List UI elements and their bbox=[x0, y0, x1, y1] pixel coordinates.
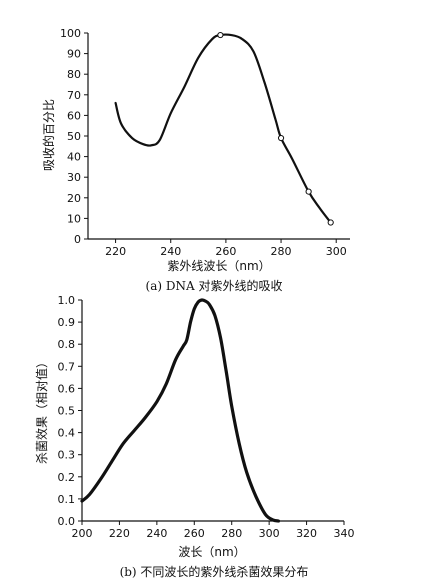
chart-b-x-tick-label: 260 bbox=[184, 527, 205, 540]
chart-a-data-point bbox=[217, 31, 224, 39]
chart-a-y-tick-label: 90 bbox=[67, 48, 81, 61]
chart-a-x-tick-label: 220 bbox=[105, 245, 126, 258]
chart-a-x-tick-label: 240 bbox=[160, 245, 181, 258]
chart-b-y-tick-label: 0.0 bbox=[58, 515, 76, 528]
chart-a-y-tick-label: 40 bbox=[67, 151, 81, 164]
chart-a-y-tick-label: 50 bbox=[67, 130, 81, 143]
chart-b-x-tick-label: 300 bbox=[259, 527, 280, 540]
chart-a-x-tick-label: 300 bbox=[326, 245, 347, 258]
chart-a-caption: (a) DNA 对紫外线的吸收 bbox=[146, 278, 283, 293]
chart-b-y-tick-label: 0.4 bbox=[58, 427, 76, 440]
chart-b-x-tick-label: 280 bbox=[221, 527, 242, 540]
chart-b-y-tick-label: 0.3 bbox=[58, 449, 76, 462]
chart-b-x-tick-label: 340 bbox=[334, 527, 355, 540]
chart-b-x-tick-label: 200 bbox=[72, 527, 93, 540]
chart-a-x-tick-label: 260 bbox=[215, 245, 236, 258]
chart-a: 紫外线波长（nm） 吸收的百分比 (a) DNA 对紫外线的吸收 0 10 20 30… bbox=[41, 27, 350, 293]
chart-a-data-point bbox=[277, 134, 285, 142]
chart-b-x-tick-label: 320 bbox=[296, 527, 317, 540]
chart-a-y-tick-label: 20 bbox=[67, 192, 81, 205]
chart-b-y-tick-label: 0.6 bbox=[58, 382, 76, 395]
chart-b-ylabel: 杀菌效果（相对值） bbox=[34, 356, 49, 464]
chart-b-series-line bbox=[80, 298, 281, 523]
chart-a-y-tick-label: 10 bbox=[67, 212, 81, 225]
chart-a-data-point bbox=[327, 219, 334, 226]
chart-b-y-tick-label: 0.8 bbox=[58, 338, 76, 351]
chart-a-y-tick-label: 100 bbox=[60, 27, 81, 40]
chart-b-x-tick-label: 220 bbox=[109, 527, 130, 540]
chart-a-ylabel: 吸收的百分比 bbox=[41, 99, 56, 171]
chart-b-x-tick-label: 240 bbox=[146, 527, 167, 540]
chart-a-xlabel: 紫外线波长（nm） bbox=[167, 259, 270, 273]
chart-a-y-tick-label: 80 bbox=[67, 68, 81, 81]
chart-b-y-tick-label: 0.1 bbox=[58, 493, 76, 506]
chart-a-y-tick-label: 30 bbox=[67, 171, 81, 184]
chart-a-data-point bbox=[305, 188, 312, 195]
chart-b-caption: (b) 不同波长的紫外线杀菌效果分布 bbox=[120, 564, 309, 579]
chart-b-y-tick-label: 0.9 bbox=[58, 316, 76, 329]
chart-a-x-tick-label: 280 bbox=[271, 245, 292, 258]
chart-a-y-tick-label: 70 bbox=[67, 89, 81, 102]
chart-b-xlabel: 波长（nm） bbox=[178, 545, 245, 559]
chart-a-y-tick-label: 60 bbox=[67, 109, 81, 122]
chart-b: 波长（nm） 杀菌效果（相对值） (b) 不同波长的紫外线杀菌效果分布 0.0 0… bbox=[34, 294, 355, 579]
chart-b-y-tick-label: 1.0 bbox=[58, 294, 76, 307]
chart-b-y-tick-label: 0.5 bbox=[58, 405, 76, 418]
chart-a-y-tick-label: 0 bbox=[74, 233, 81, 246]
chart-a-series-line bbox=[114, 33, 332, 224]
chart-b-y-tick-label: 0.2 bbox=[58, 471, 76, 484]
chart-b-y-tick-label: 0.7 bbox=[58, 360, 76, 373]
